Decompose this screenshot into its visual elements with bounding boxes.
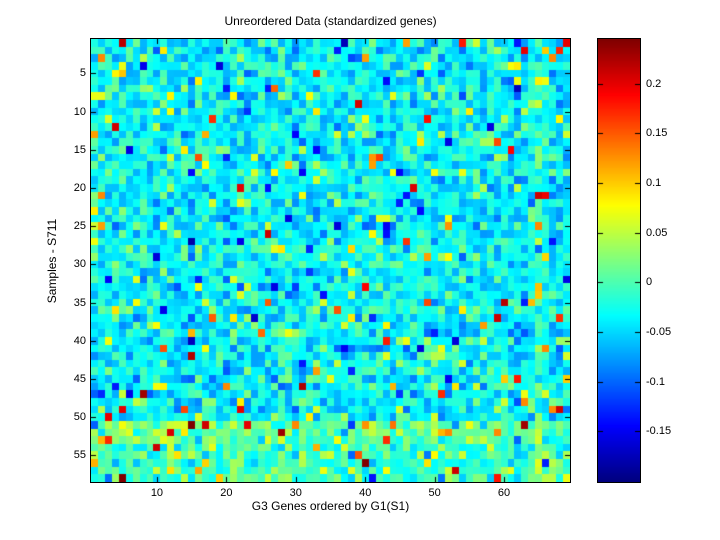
colorbar-tick-label: 0 bbox=[646, 276, 653, 289]
y-tick-label: 5 bbox=[79, 67, 86, 80]
chart-title: Unreordered Data (standardized genes) bbox=[224, 14, 437, 28]
colorbar-canvas bbox=[597, 38, 641, 483]
y-tick-label: 35 bbox=[73, 296, 86, 309]
x-tick-label: 20 bbox=[220, 487, 233, 499]
y-tick-label: 55 bbox=[73, 449, 86, 462]
x-tick-label: 60 bbox=[497, 487, 511, 499]
y-tick-label: 45 bbox=[73, 372, 86, 385]
x-tick-label: 40 bbox=[359, 487, 372, 499]
x-axis-label: G3 Genes ordered by G1(S1) bbox=[251, 499, 410, 513]
y-tick-label: 40 bbox=[73, 334, 86, 347]
y-tick-label: 15 bbox=[73, 143, 86, 156]
colorbar-tick-label: 0.05 bbox=[646, 226, 668, 239]
y-tick-label: 50 bbox=[73, 411, 86, 424]
y-tick-label: 25 bbox=[73, 220, 86, 233]
y-tick-label: 10 bbox=[73, 105, 86, 118]
y-tick-label: 20 bbox=[73, 181, 86, 194]
colorbar-tick-label: -0.15 bbox=[646, 425, 672, 438]
x-tick-label: 30 bbox=[289, 487, 302, 499]
heatmap-canvas bbox=[90, 38, 571, 483]
colorbar-tick-label: -0.1 bbox=[646, 375, 665, 388]
colorbar-tick-label: 0.1 bbox=[646, 177, 662, 190]
x-tick-label: 50 bbox=[428, 487, 441, 499]
y-tick-label: 30 bbox=[73, 258, 86, 271]
x-tick-label: 10 bbox=[150, 487, 164, 499]
colorbar-tick-label: -0.05 bbox=[646, 326, 672, 338]
colorbar-tick-label: 0.15 bbox=[646, 127, 668, 140]
colorbar-tick-label: 0.2 bbox=[646, 77, 662, 90]
